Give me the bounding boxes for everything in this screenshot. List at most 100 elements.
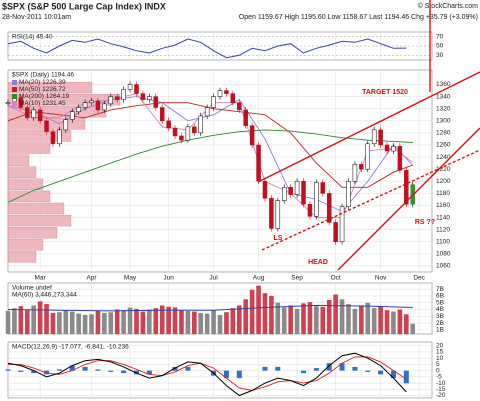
- volume-by-price-bar: [7, 81, 93, 94]
- rsi-line: [7, 38, 407, 59]
- y-tick-label: 1120: [436, 226, 450, 233]
- volume-bar: [5, 310, 11, 334]
- panel-title: RSI(14) 45.40: [12, 34, 53, 41]
- histogram-bar: [44, 370, 50, 375]
- volume-bar: [121, 310, 126, 334]
- candle: [198, 115, 203, 134]
- volume-bar: [166, 306, 171, 334]
- x-tick-label: Jun: [163, 275, 174, 282]
- y-tick-label: 1200: [436, 178, 451, 185]
- histogram-bar: [352, 366, 358, 371]
- volume-bar: [185, 310, 191, 334]
- y-tick-label: 6B: [436, 293, 444, 300]
- volume-bar: [127, 307, 133, 334]
- volume-bar: [301, 303, 306, 334]
- volume-bar: [307, 302, 313, 334]
- page-title: $SPX (S&P 500 Large Cap Index) INDX: [2, 1, 166, 11]
- volume-bar: [114, 309, 120, 334]
- y-tick-label: 70: [436, 33, 444, 40]
- histogram-bar: [365, 370, 371, 372]
- volume-bar: [275, 302, 281, 334]
- candle: [243, 109, 248, 126]
- candle: [204, 107, 210, 117]
- candle: [37, 109, 43, 122]
- volume-bar: [269, 295, 274, 334]
- candle: [281, 187, 287, 201]
- candle: [89, 100, 94, 103]
- volume-by-price-bar: [7, 130, 72, 142]
- x-tick-label: Nov: [375, 275, 387, 282]
- histogram-bar: [121, 370, 127, 374]
- candle: [127, 84, 133, 90]
- candle: [275, 200, 281, 229]
- candle: [114, 96, 120, 100]
- volume-bar: [288, 305, 293, 334]
- candle: [320, 182, 326, 194]
- volume-by-price-bar: [7, 227, 58, 239]
- y-tick-label: 5: [436, 361, 440, 368]
- panel-title: Volume undef: [12, 285, 52, 292]
- candle: [172, 127, 178, 137]
- candle: [159, 107, 165, 122]
- candle: [249, 125, 255, 146]
- candle: [25, 107, 30, 119]
- volume-bar: [76, 313, 81, 334]
- candle: [256, 144, 261, 182]
- volume-bar: [230, 308, 236, 334]
- x-tick-label: Aug: [253, 275, 265, 282]
- volume-by-price-bar: [7, 93, 121, 106]
- volume-by-price-bar: [7, 202, 65, 215]
- y-tick-label: 1220: [436, 166, 451, 173]
- y-tick-label: 1240: [436, 154, 451, 161]
- volume-bar: [224, 312, 229, 334]
- y-tick-label: 20: [436, 342, 444, 349]
- volume-bar: [371, 308, 377, 334]
- volume-bar: [249, 289, 255, 334]
- quote: Open 1159.67 High 1195.60 Low 1158.67 La…: [239, 14, 478, 21]
- candle: [153, 96, 159, 108]
- candle: [294, 181, 300, 195]
- volume-by-price-bar: [7, 239, 44, 251]
- legend-label: MA(200) 1264.19: [19, 93, 70, 100]
- candle: [326, 193, 332, 223]
- legend-swatch: [12, 80, 17, 85]
- y-tick-label: -5: [436, 374, 442, 381]
- volume-by-price-bar: [7, 154, 30, 166]
- candle: [307, 204, 313, 217]
- volume-bar: [365, 302, 371, 334]
- candle: [102, 103, 107, 111]
- signal-line: [8, 356, 407, 391]
- volume-bar: [89, 314, 94, 334]
- y-tick-label: 1160: [436, 202, 450, 209]
- histogram-bar: [301, 370, 307, 374]
- volume-bar: [391, 311, 396, 334]
- candle: [269, 197, 274, 229]
- candle: [57, 129, 62, 145]
- y-tick-label: -20: [436, 392, 446, 399]
- candle: [134, 84, 139, 94]
- candle: [391, 145, 396, 152]
- histogram-bar: [146, 370, 152, 375]
- legend-label: MA(60) 3,446,273,344: [12, 292, 77, 299]
- candle: [217, 90, 223, 97]
- macd-line: [7, 352, 407, 397]
- volume-bar: [256, 285, 261, 334]
- y-tick-label: 10: [436, 355, 444, 362]
- volume-bar: [12, 308, 17, 334]
- y-tick-label: 1280: [436, 130, 451, 137]
- volume-bar: [63, 310, 69, 334]
- candle: [333, 222, 338, 243]
- histogram-bar: [339, 363, 345, 371]
- volume-bar: [333, 294, 338, 334]
- legend-label: MA(50) 1226.72: [19, 86, 66, 93]
- volume-bar: [153, 308, 159, 334]
- histogram-bar: [262, 366, 268, 371]
- y-tick-label: 1180: [436, 190, 450, 197]
- candle: [69, 111, 75, 120]
- x-tick-label: Jul: [209, 275, 218, 282]
- volume-bar: [204, 313, 210, 334]
- y-tick-label: 1260: [436, 142, 451, 149]
- candle: [185, 126, 191, 141]
- volume-bar: [44, 304, 49, 334]
- volume-bar: [159, 305, 165, 334]
